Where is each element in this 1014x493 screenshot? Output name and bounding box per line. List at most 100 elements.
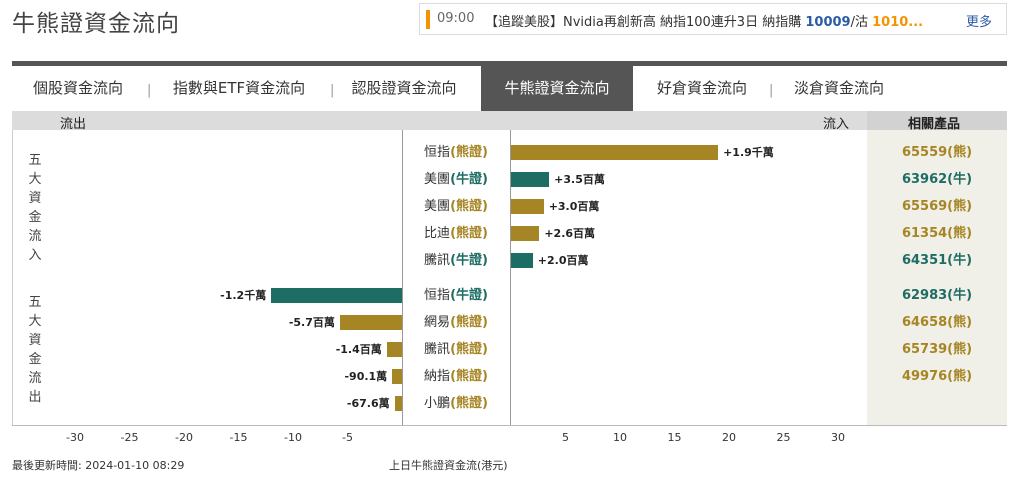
x-tick-label: 25 — [776, 431, 791, 444]
outflow-label: 流出 — [60, 117, 87, 132]
category-kind: (熊證) — [450, 145, 488, 160]
page-title: 牛熊證資金流向 — [12, 11, 180, 37]
x-tick-label: -30 — [66, 431, 84, 444]
category-label[interactable]: 小鵬(熊證) — [402, 396, 510, 411]
category-label[interactable]: 美團(牛證) — [402, 172, 510, 187]
flow-value-label: +3.0百萬 — [548, 200, 600, 213]
related-product-link[interactable]: 65559(熊) — [901, 145, 973, 160]
chart-axis-line — [12, 425, 1007, 426]
x-tick-label: 20 — [722, 431, 736, 444]
tab-cbbc-flow[interactable]: 牛熊證資金流向 — [481, 66, 633, 111]
category-name: 小鵬 — [424, 396, 451, 411]
related-product-link[interactable]: 64351(牛) — [901, 253, 973, 268]
x-tick-label: 15 — [667, 431, 682, 444]
products-column — [867, 130, 1007, 425]
category-label[interactable]: 恒指(牛證) — [402, 288, 510, 303]
products-header-bg — [867, 111, 1007, 130]
category-divider-left — [402, 130, 403, 425]
flow-value-label: +3.5百萬 — [554, 173, 605, 186]
category-label[interactable]: 比迪(熊證) — [402, 226, 510, 241]
category-label[interactable]: 騰訊(牛證) — [402, 253, 510, 268]
tab-index-etf-flow[interactable]: 指數與ETF資金流向 — [172, 79, 306, 97]
category-name: 美團 — [424, 199, 451, 214]
related-product-link[interactable]: 65569(熊) — [901, 199, 973, 214]
flow-bar — [386, 342, 402, 357]
ticker-headline-text: 【追蹤美股】Nvidia再創新高 納指100連升3日 納指購 — [485, 15, 802, 30]
x-tick-label: 30 — [831, 431, 845, 444]
category-name: 恒指 — [424, 145, 451, 160]
x-tick-label: -20 — [175, 431, 193, 444]
tab-bar: 個股資金流向 | 指數與ETF資金流向 | 認股證資金流向 牛熊證資金流向 好倉… — [12, 61, 1007, 111]
tab-separator: | — [147, 83, 152, 98]
category-name: 騰訊 — [424, 342, 451, 357]
category-kind: (熊證) — [450, 226, 488, 241]
category-kind: (熊證) — [450, 369, 488, 384]
category-kind: (牛證) — [450, 172, 488, 187]
tab-stock-flow[interactable]: 個股資金流向 — [32, 79, 123, 97]
inflow-label: 流入 — [823, 117, 850, 132]
category-kind: (牛證) — [450, 288, 488, 303]
category-label[interactable]: 網易(熊證) — [402, 315, 510, 330]
category-divider-right — [510, 130, 511, 425]
flow-bar — [511, 172, 550, 187]
x-tick-label: -5 — [342, 431, 353, 444]
x-tick-label: -10 — [284, 431, 302, 444]
flow-value-label: +2.0百萬 — [537, 254, 589, 267]
flow-value-label: -1.4百萬 — [335, 343, 382, 356]
category-kind: (熊證) — [450, 315, 488, 330]
tab-separator: | — [769, 83, 774, 98]
ticker-headline[interactable]: 【追蹤美股】Nvidia再創新高 納指100連升3日 納指購 10009/沽 1… — [485, 11, 923, 30]
flow-value-label: -67.6萬 — [346, 397, 390, 410]
category-label[interactable]: 美團(熊證) — [402, 199, 510, 214]
x-tick-label: -15 — [229, 431, 248, 444]
flow-value-label: -90.1萬 — [344, 370, 388, 383]
ticker-more-link[interactable]: 更多 — [966, 15, 993, 30]
x-tick-label: 10 — [613, 431, 627, 444]
flow-bar — [511, 253, 533, 268]
flow-bar — [511, 199, 544, 214]
news-ticker[interactable]: 09:00 【追蹤美股】Nvidia再創新高 納指100連升3日 納指購 100… — [419, 3, 1007, 35]
flow-bar — [394, 396, 402, 411]
related-product-link[interactable]: 61354(熊) — [901, 226, 973, 241]
products-label: 相關產品 — [908, 117, 961, 132]
related-product-link[interactable]: 49976(熊) — [901, 369, 973, 384]
related-product-link[interactable]: 63962(牛) — [901, 172, 973, 187]
category-name: 恒指 — [424, 288, 451, 303]
category-label[interactable]: 納指(熊證) — [402, 369, 510, 384]
category-name: 納指 — [424, 369, 451, 384]
chart-frame-left — [12, 130, 13, 425]
tab-separator: | — [330, 83, 335, 98]
tab-warrant-flow[interactable]: 認股證資金流向 — [351, 79, 457, 97]
x-tick-label: 5 — [562, 431, 569, 444]
category-kind: (熊證) — [450, 396, 488, 411]
flow-value-label: -1.2千萬 — [220, 289, 267, 302]
related-product-link[interactable]: 64658(熊) — [901, 315, 973, 330]
cbbc-flow-chart: 流出 流入 相關產品 五大資金流入 五大資金流出 +1.9千萬 恒指(熊證) 655… — [12, 111, 1007, 456]
related-product-link[interactable]: 65739(熊) — [901, 342, 973, 357]
outflow-group-label: 五大資金流出 — [28, 295, 42, 405]
chart-header — [12, 111, 1007, 130]
related-product-link[interactable]: 62983(牛) — [901, 288, 973, 303]
ticker-accent-bar — [426, 10, 430, 29]
ticker-value-2: 1010... — [872, 15, 924, 30]
last-updated: 最後更新時間: 2024-01-10 08:29 — [12, 459, 185, 472]
chart-rows: +1.9千萬 恒指(熊證) 65559(熊) +3.5百萬 美團(牛證) 63962(牛)… — [12, 111, 1007, 456]
category-name: 比迪 — [424, 226, 451, 241]
category-label[interactable]: 騰訊(熊證) — [402, 342, 510, 357]
category-kind: (熊證) — [450, 199, 488, 214]
flow-value-label: +1.9千萬 — [723, 146, 774, 159]
tab-long-flow[interactable]: 好倉資金流向 — [656, 79, 747, 97]
inflow-group-label: 五大資金流入 — [28, 153, 42, 263]
category-label[interactable]: 恒指(熊證) — [402, 145, 510, 160]
category-kind: (熊證) — [450, 342, 488, 357]
tab-short-flow[interactable]: 淡倉資金流向 — [793, 79, 884, 97]
category-name: 網易 — [424, 315, 451, 330]
x-axis-caption: 上日牛熊證資金流(港元) — [389, 459, 508, 472]
ticker-time: 09:00 — [437, 11, 475, 26]
ticker-separator: /沽 — [850, 15, 868, 30]
ticker-value-1: 10009 — [805, 15, 851, 30]
flow-bar — [511, 145, 719, 160]
flow-bar — [392, 369, 402, 384]
category-name: 騰訊 — [424, 253, 451, 268]
category-kind: (牛證) — [450, 253, 488, 268]
